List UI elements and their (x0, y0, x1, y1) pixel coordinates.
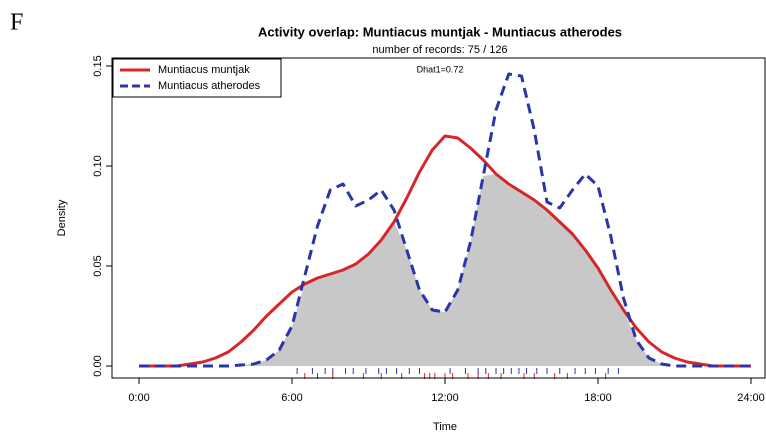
chart-title: Activity overlap: Muntiacus muntjak - Mu… (258, 24, 622, 39)
y-tick-label: 0.00 (92, 355, 104, 376)
x-tick-label: 0:00 (128, 392, 149, 404)
x-tick-label: 12:00 (431, 392, 459, 404)
overlap-area (139, 174, 751, 366)
y-tick-label: 0.10 (92, 155, 104, 176)
subtitle: number of records: 75 / 126 (372, 44, 507, 56)
legend-label: Muntiacus atherodes (158, 80, 261, 92)
x-tick-label: 24:00 (737, 392, 765, 404)
y-tick-label: 0.05 (92, 255, 104, 276)
panel-label: F (10, 10, 23, 36)
legend-label: Muntiacus muntjak (158, 64, 250, 76)
x-tick-label: 6:00 (281, 392, 302, 404)
x-tick-label: 18:00 (584, 392, 612, 404)
annotation: Dhat1=0.72 (417, 64, 464, 74)
density-line (139, 72, 751, 368)
plot-frame (111, 57, 766, 379)
x-axis-label: Time (433, 421, 457, 433)
legend-box (112, 58, 282, 98)
density-line (139, 134, 751, 368)
y-tick-label: 0.15 (92, 55, 104, 76)
y-axis-label: Density (56, 199, 68, 236)
